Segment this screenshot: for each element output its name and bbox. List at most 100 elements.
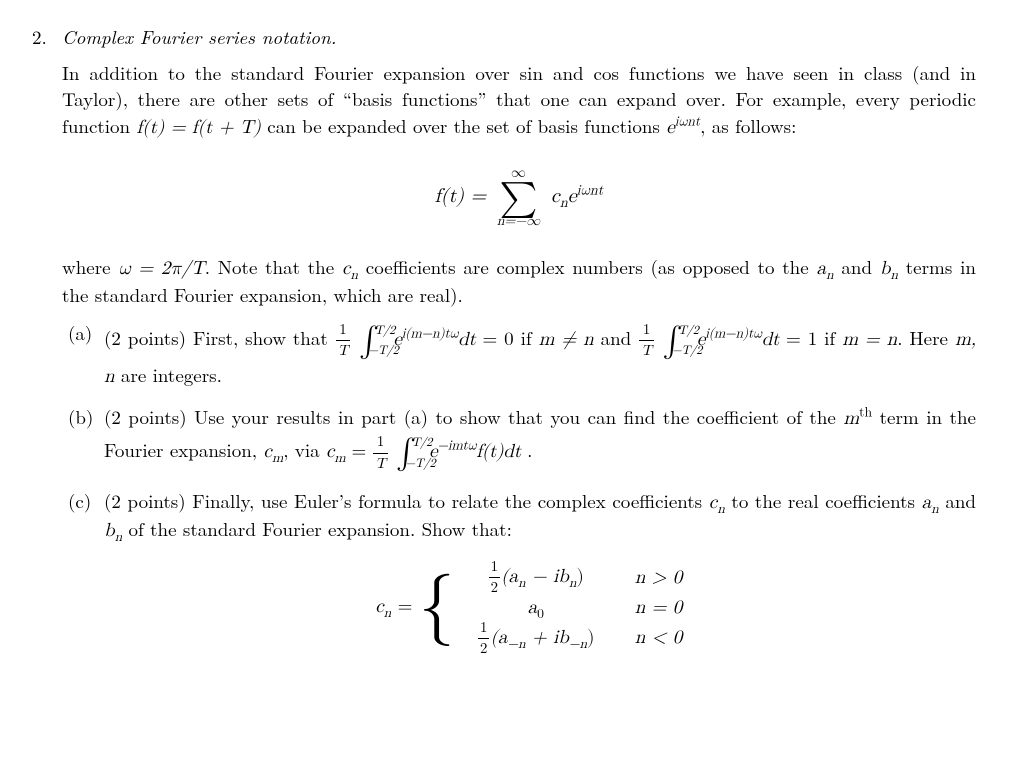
pw3-half-num: 1 xyxy=(478,618,489,638)
sigma-icon: ∑ xyxy=(497,184,540,213)
pw1-open: (a xyxy=(501,567,518,586)
pb-lhs-c: c xyxy=(326,442,334,461)
posteq-cn-sub: n xyxy=(350,267,358,281)
eq1-sum-lower: n=−∞ xyxy=(497,212,540,231)
pa-int-lb2: −T/2 xyxy=(672,343,702,360)
pa-int-ub: T/2 xyxy=(375,323,396,340)
pb-f: f(t)dt xyxy=(476,442,521,461)
subpart-a-body: (2 points) First, show that 1T ∫T/2−T/2 … xyxy=(104,320,976,390)
eq1-cn-c: c xyxy=(551,186,560,206)
pc-t4: of the standard Fourier expansion. Show … xyxy=(122,515,512,542)
intro-text-1c: , as follows: xyxy=(700,112,796,139)
pa-frac-den: T xyxy=(336,340,351,361)
posteq-an-sub: n xyxy=(826,267,834,281)
subpart-c: (c) (2 points) Finally, use Euler’s form… xyxy=(68,488,976,676)
eq1-cn-sub: n xyxy=(560,194,568,209)
pa-frac-num: 1 xyxy=(336,320,351,340)
pa-mn-eq: m = n xyxy=(842,330,897,349)
pw1-half-num: 1 xyxy=(489,557,500,577)
pb-lhs-sub: m xyxy=(334,451,345,465)
piecewise-equation: cn = { 12(an − ibn) n > 0 xyxy=(104,563,976,654)
pw1-mid: − ib xyxy=(526,567,569,586)
intro-math-periodic: f(t) = f(t + T) xyxy=(136,118,261,137)
pw-lhs-eq: = xyxy=(391,597,418,616)
pb-int-lb: −T/2 xyxy=(405,456,435,473)
pc-t1: (2 points) Finally, use Euler’s formula … xyxy=(104,487,709,514)
pa-frac-num2: 1 xyxy=(639,320,654,340)
subpart-b: (b) (2 points) Use your results in part … xyxy=(68,404,976,474)
pa-eq1: = 1 if xyxy=(786,324,842,351)
pw1-close: ) xyxy=(576,567,583,586)
pa-tail2: are integers. xyxy=(115,361,222,388)
pb-period: . xyxy=(527,436,532,463)
pw-case1-expr: 12(an − ibn) xyxy=(461,557,611,599)
problem-title: Complex Fourier series notation. xyxy=(62,24,976,50)
pw-case3-expr: 12(a−n + ib−n) xyxy=(461,618,611,660)
pa-exp2: i(m−n)tω xyxy=(705,327,762,341)
posteq-bn-sub: n xyxy=(890,267,898,281)
intro-text-1b: can be expanded over the set of basis fu… xyxy=(261,112,666,139)
subparts: (a) (2 points) First, show that 1T ∫T/2−… xyxy=(62,320,976,676)
subpart-b-label: (b) xyxy=(68,404,96,474)
posteq-bn-b: b xyxy=(880,259,891,278)
pw3-half-den: 2 xyxy=(478,638,489,659)
piecewise-cases: 12(an − ibn) n > 0 a0 n = 0 xyxy=(461,563,705,654)
posteq-an-a: a xyxy=(816,259,826,278)
pa-dt2: dt xyxy=(762,330,780,349)
pb-m: m xyxy=(843,409,859,428)
pb-int-ub: T/2 xyxy=(411,435,432,452)
pa-points: (2 points) First, show that xyxy=(104,324,335,351)
pa-dt: dt xyxy=(458,330,476,349)
pa-integral-1: 1T ∫T/2−T/2 ei(m−n)tωdt xyxy=(335,330,483,349)
pa-eq0: = 0 if xyxy=(482,324,538,351)
pw3-an-sub: −n xyxy=(507,636,525,650)
basis-e: e xyxy=(666,118,674,137)
pw-lhs-c: c xyxy=(375,597,383,616)
pw3-close: ) xyxy=(587,628,594,647)
pw1-an-sub: n xyxy=(518,576,526,590)
subpart-a: (a) (2 points) First, show that 1T ∫T/2−… xyxy=(68,320,976,390)
subpart-c-label: (c) xyxy=(68,488,96,676)
pb-exp: −imtω xyxy=(437,439,476,453)
pc-cn-c: c xyxy=(709,493,717,512)
subpart-b-body: (2 points) Use your results in part (a) … xyxy=(104,404,976,474)
pw3-mid: + ib xyxy=(526,628,569,647)
pb-th: th xyxy=(859,402,872,421)
pb-t1: (2 points) Use your results in part (a) … xyxy=(104,403,843,430)
pa-int-ub2: T/2 xyxy=(678,323,699,340)
pa-int-lb: −T/2 xyxy=(368,343,398,360)
posteq-a: where xyxy=(62,253,118,280)
eq1-exp: iωnt xyxy=(577,182,604,197)
pb-cm-sub: m xyxy=(272,451,283,465)
subpart-c-body: (2 points) Finally, use Euler’s formula … xyxy=(104,488,976,676)
pb-t3: , via xyxy=(283,436,326,463)
pw-case1-cond: n > 0 xyxy=(635,565,705,591)
pc-t3: and xyxy=(939,487,976,514)
pa-and: and xyxy=(594,324,639,351)
eq1-e: e xyxy=(568,186,577,206)
left-brace-icon: { xyxy=(419,577,455,638)
pc-an-sub: n xyxy=(931,502,939,516)
intro-math-basis: eiωnt xyxy=(666,118,700,137)
pb-equals: = xyxy=(345,442,372,461)
eq1-lhs: f(t) = xyxy=(435,186,493,206)
pb-cm-c: c xyxy=(263,442,271,461)
pw2-a: a xyxy=(528,598,538,617)
pa-mneq: m ≠ n xyxy=(539,330,594,349)
problem-number: 2. xyxy=(32,24,52,690)
display-equation-fourier: f(t) = ∞ ∑ n=−∞ cneiωnt xyxy=(62,163,976,232)
posteq-omega: ω = 2π/T xyxy=(118,259,204,278)
subpart-a-label: (a) xyxy=(68,320,96,390)
posteq-c: coefficients are complex numbers (as opp… xyxy=(358,253,816,280)
problem-body: Complex Fourier series notation. In addi… xyxy=(62,24,976,690)
pw3-bn-sub: −n xyxy=(569,636,587,650)
pc-cn-sub: n xyxy=(717,502,725,516)
pc-t2: to the real coefficients xyxy=(725,487,922,514)
pb-equation: cm = 1T ∫T/2−T/2 e−imtωf(t)dt xyxy=(326,442,527,461)
pc-an-a: a xyxy=(922,493,932,512)
pa-integral-2: 1T ∫T/2−T/2 ei(m−n)tωdt xyxy=(638,330,786,349)
pa-tail: . Here xyxy=(897,324,955,351)
post-eq-paragraph: where ω = 2π/T. Note that the cn coeffic… xyxy=(62,254,976,308)
problem-container: 2. Complex Fourier series notation. In a… xyxy=(32,24,976,690)
pw-case3-cond: n < 0 xyxy=(635,625,705,651)
